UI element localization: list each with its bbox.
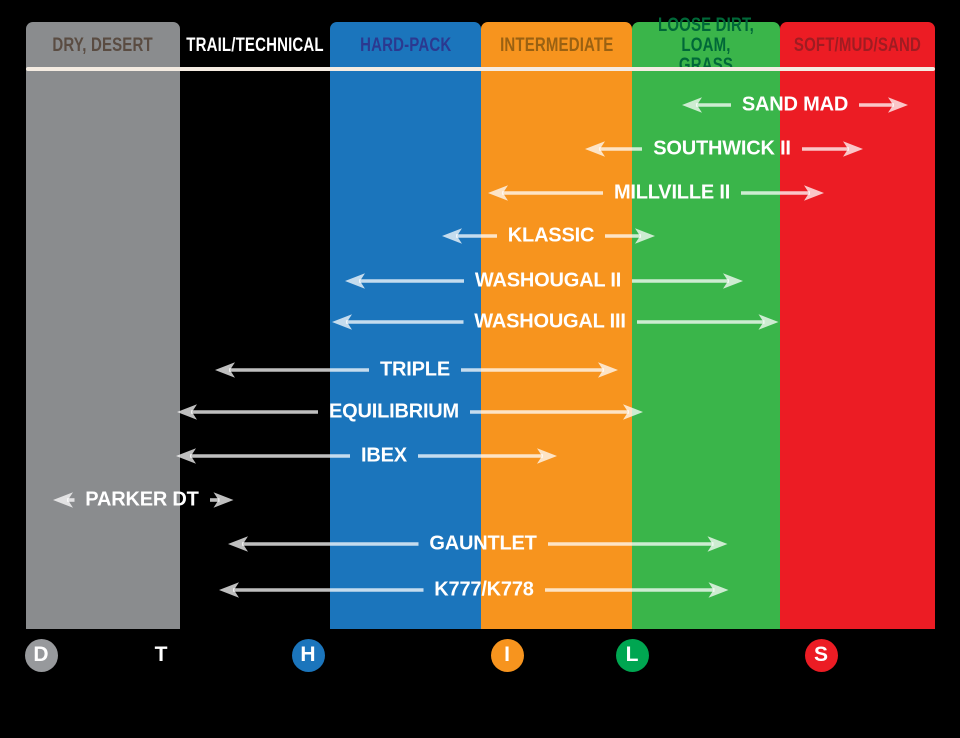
range-arrow-left bbox=[53, 492, 75, 508]
range-arrow-left bbox=[345, 273, 464, 289]
column-header-label: DRY, DESERT bbox=[52, 35, 154, 56]
column-soft-mud-sand bbox=[780, 22, 935, 629]
range-arrow-left bbox=[219, 582, 424, 598]
terrain-badge-letter: L bbox=[625, 643, 639, 666]
column-hard-pack bbox=[330, 22, 481, 629]
tire-label: TRIPLE bbox=[380, 358, 450, 381]
terrain-badge-letter: H bbox=[300, 643, 316, 666]
terrain-badge-l: L bbox=[615, 638, 649, 672]
range-arrow-left bbox=[488, 185, 603, 201]
column-dry-desert bbox=[26, 22, 180, 629]
terrain-badge-h: H bbox=[291, 638, 325, 672]
range-arrow-right bbox=[470, 404, 643, 420]
column-header-loose-dirt: LOOSE DIRT, LOAM, GRASS bbox=[632, 16, 780, 76]
range-arrow-right bbox=[632, 273, 743, 289]
range-arrow-right bbox=[209, 492, 233, 508]
range-arrow-right bbox=[461, 362, 618, 378]
range-arrow-left bbox=[176, 448, 350, 464]
range-arrow-right bbox=[605, 228, 655, 244]
range-arrow-left bbox=[585, 141, 642, 157]
range-arrow-left bbox=[228, 536, 419, 552]
range-arrow-left bbox=[177, 404, 318, 420]
range-arrow-left bbox=[332, 314, 464, 330]
tire-label: WASHOUGAL II bbox=[474, 269, 622, 292]
header-divider-line bbox=[26, 67, 935, 71]
tire-label: PARKER DT bbox=[85, 488, 199, 511]
terrain-badge-letter: S bbox=[813, 643, 828, 666]
column-header-soft-mud-sand: SOFT/MUD/SAND bbox=[780, 22, 935, 70]
range-arrow-right bbox=[636, 314, 778, 330]
column-header-dry-desert: DRY, DESERT bbox=[26, 22, 180, 70]
range-arrow-right bbox=[544, 582, 728, 598]
terrain-badge-d: D bbox=[24, 638, 58, 672]
range-arrow-left bbox=[682, 97, 731, 113]
range-arrow-right bbox=[802, 141, 863, 157]
terrain-badge-letter: T bbox=[154, 643, 168, 666]
tire-label: WASHOUGAL III bbox=[474, 310, 626, 333]
column-trail-technical bbox=[180, 22, 330, 629]
column-header-hard-pack: HARD-PACK bbox=[330, 22, 481, 70]
range-arrow-left bbox=[215, 362, 369, 378]
column-header-label: TRAIL/TECHNICAL bbox=[186, 35, 324, 56]
column-loose-dirt bbox=[632, 22, 780, 629]
tire-label: EQUILIBRIUM bbox=[328, 400, 460, 423]
range-arrow-right bbox=[741, 185, 824, 201]
column-header-intermediate: INTERMEDIATE bbox=[481, 22, 632, 70]
column-header-label: HARD-PACK bbox=[359, 35, 452, 56]
tire-label: MILLVILLE II bbox=[613, 181, 731, 204]
terrain-badge-i: I bbox=[490, 638, 524, 672]
terrain-badge-t: T bbox=[144, 638, 178, 672]
tire-label: K777/K778 bbox=[434, 578, 534, 601]
tire-label: IBEX bbox=[361, 444, 407, 467]
terrain-badge-letter: I bbox=[504, 643, 510, 666]
range-arrow-right bbox=[859, 97, 908, 113]
tire-label: GAUNTLET bbox=[429, 532, 537, 555]
range-arrow-right bbox=[547, 536, 727, 552]
column-header-trail-technical: TRAIL/TECHNICAL bbox=[180, 22, 330, 70]
tire-label: SOUTHWICK II bbox=[653, 137, 791, 160]
column-header-label: SOFT/MUD/SAND bbox=[793, 35, 922, 56]
column-intermediate bbox=[481, 22, 632, 629]
tire-label: SAND MAD bbox=[741, 93, 849, 116]
tire-label: KLASSIC bbox=[507, 224, 595, 247]
column-header-label: INTERMEDIATE bbox=[499, 35, 614, 56]
terrain-badge-s: S bbox=[804, 638, 838, 672]
terrain-badge-letter: D bbox=[33, 643, 49, 666]
range-arrow-left bbox=[442, 228, 497, 244]
range-arrow-right bbox=[418, 448, 557, 464]
